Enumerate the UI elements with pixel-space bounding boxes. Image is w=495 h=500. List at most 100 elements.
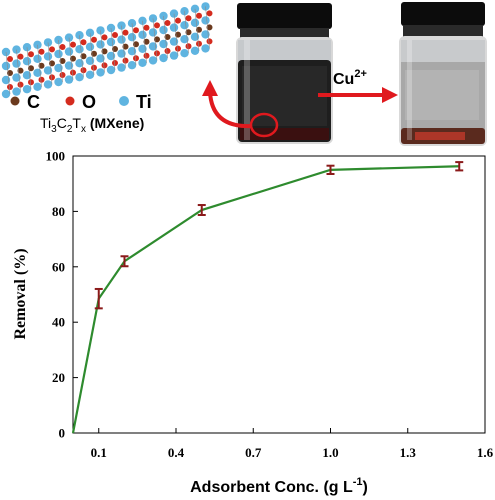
lattice-atom [64, 61, 74, 70]
lattice-atom [164, 20, 171, 26]
lattice-atom [85, 42, 95, 51]
lattice-atom [117, 35, 126, 44]
lattice-atom [127, 47, 137, 56]
lattice-atom [190, 32, 200, 41]
lattice-atom [180, 49, 189, 58]
lattice-atom [106, 37, 116, 47]
lattice-atom [190, 18, 200, 27]
lattice-atom [112, 60, 118, 66]
lattice-atom [190, 46, 200, 55]
lattice-atom [164, 48, 171, 54]
lattice-atom [122, 57, 129, 64]
lattice-atom [175, 17, 181, 24]
lattice-atom [64, 75, 74, 84]
lattice-atom [43, 52, 53, 61]
lattice-atom [70, 55, 76, 62]
y-tick-label: 60 [52, 259, 65, 274]
lattice-atom [49, 60, 55, 67]
lattice-bond [152, 18, 158, 61]
lattice-atom [196, 26, 202, 33]
lattice-bond [131, 23, 137, 66]
lattice-atom [64, 47, 74, 56]
x-tick-label: 0.4 [168, 445, 185, 460]
x-tick-label: 0.1 [91, 445, 107, 460]
x-axis-title: Adsorbent Conc. (g L-1) [190, 476, 368, 496]
lattice-atom [80, 67, 87, 74]
error-bar [94, 287, 103, 310]
y-tick-label: 80 [52, 204, 65, 219]
lattice-atom [175, 45, 181, 52]
lattice-atom [185, 15, 192, 22]
y-axis-title: Removal (%) [12, 248, 29, 339]
lattice-atom [101, 48, 108, 55]
lattice-atom [169, 51, 179, 60]
lattice-atom [164, 34, 171, 40]
plot-frame [72, 155, 486, 434]
lattice-atom [75, 73, 84, 82]
lattice-atom [91, 50, 97, 57]
lattice-atom [127, 60, 137, 70]
lattice-bond [68, 37, 74, 80]
lattice-atom [54, 49, 63, 59]
lattice-atom [22, 57, 32, 66]
lattice-atom [117, 49, 126, 58]
removal-chart: 0 20 40 60 80 100 0.1 0.4 0.7 1.0 1.3 1.6 Removal … [12, 149, 494, 497]
atom-legend: C O Ti [10, 92, 152, 112]
lattice-atom [180, 35, 189, 44]
lattice-atom [101, 34, 108, 41]
lattice-atom [159, 53, 168, 63]
x-axis-ticks: 0.1 0.4 0.7 1.0 1.3 1.6 [91, 428, 494, 460]
mxene-formula: Ti3C2Tx (MXene) [40, 115, 144, 135]
mxene-lattice-illustration [1, 2, 213, 99]
lattice-atom [28, 51, 34, 58]
mxene-schematic: C O Ti Ti3C2Tx (MXene) [1, 2, 487, 146]
lattice-atom [122, 29, 129, 36]
lattice-bond [5, 51, 11, 95]
lattice-atom [127, 33, 137, 42]
lattice-bond [89, 32, 95, 75]
carbon-atom-icon [10, 96, 20, 106]
lattice-atom [112, 46, 118, 52]
lattice-atom [169, 23, 179, 32]
lattice-atom [17, 53, 24, 60]
lattice-atom [196, 12, 202, 19]
x-tick-label: 1.6 [477, 445, 494, 460]
lattice-atom [148, 56, 158, 65]
lattice-atom [12, 73, 21, 82]
lattice-atom [154, 22, 160, 29]
lattice-atom [85, 56, 95, 65]
lattice-atom [106, 23, 116, 33]
error-bar [120, 255, 129, 268]
lattice-atom [96, 68, 105, 77]
lattice-bond [58, 39, 63, 83]
lattice-atom [1, 75, 11, 85]
lattice-atom [154, 36, 160, 43]
lattice-atom [106, 65, 116, 75]
lattice-atom [180, 21, 189, 30]
lattice-bond [142, 20, 147, 63]
lattice-atom [112, 32, 118, 38]
lattice-atom [22, 71, 32, 80]
lattice-atom [122, 43, 129, 50]
lattice-atom [169, 37, 179, 46]
lattice-atom [143, 52, 150, 59]
lattice-atom [1, 61, 11, 71]
lattice-atom [201, 30, 210, 39]
lattice-atom [28, 79, 34, 86]
lattice-atom [43, 66, 53, 75]
lattice-atom [59, 72, 66, 78]
lattice-atom [38, 76, 45, 83]
legend-label-c: C [27, 92, 40, 112]
lattice-atom [133, 27, 139, 34]
lattice-atom [117, 63, 126, 72]
x-tick-label: 1.0 [322, 445, 338, 460]
lattice-atom [28, 65, 34, 72]
lattice-atom [85, 70, 95, 80]
lattice-atom [138, 44, 147, 53]
lattice-bond [110, 27, 116, 71]
lattice-atom [175, 31, 181, 38]
lattice-atom [201, 44, 210, 53]
y-tick-label: 0 [59, 426, 66, 441]
y-axis-ticks: 0 20 40 60 80 100 [46, 149, 78, 441]
lattice-atom [38, 62, 45, 69]
